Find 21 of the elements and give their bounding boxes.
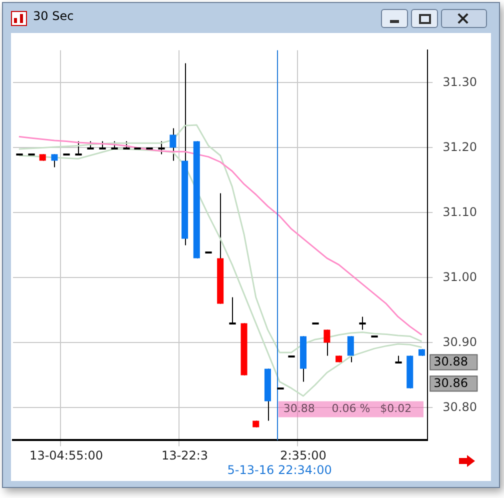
chart-title: 30 Sec — [33, 9, 74, 23]
candlestick — [157, 140, 166, 155]
text: 30.88 — [434, 354, 468, 368]
y-tick-label: 31.10 — [442, 204, 478, 219]
annotation: 0.06 % — [332, 402, 370, 416]
y-tick-label: 31.20 — [442, 140, 478, 154]
x-tick-label: 13-04:55:00 — [30, 448, 104, 463]
candlestick — [74, 140, 83, 156]
x-tick-label: 13-22:3 — [162, 448, 208, 463]
y-tick-label: 30.80 — [442, 400, 478, 414]
candlestick — [228, 296, 237, 324]
x-tick-label: 2:35:00 — [280, 448, 326, 463]
text: 30.86 — [434, 376, 468, 390]
y-tick-label: 30.90 — [442, 334, 478, 349]
annotation: 30.88 — [283, 402, 315, 416]
annotation: $0.02 — [380, 402, 412, 416]
y-tick-label: 31.30 — [442, 74, 478, 89]
candlestick — [358, 316, 367, 330]
candlestick — [394, 355, 403, 364]
y-tick-label: 31.00 — [442, 270, 478, 284]
x-tick-label: 5-13-16 22:34:00 — [227, 462, 332, 477]
